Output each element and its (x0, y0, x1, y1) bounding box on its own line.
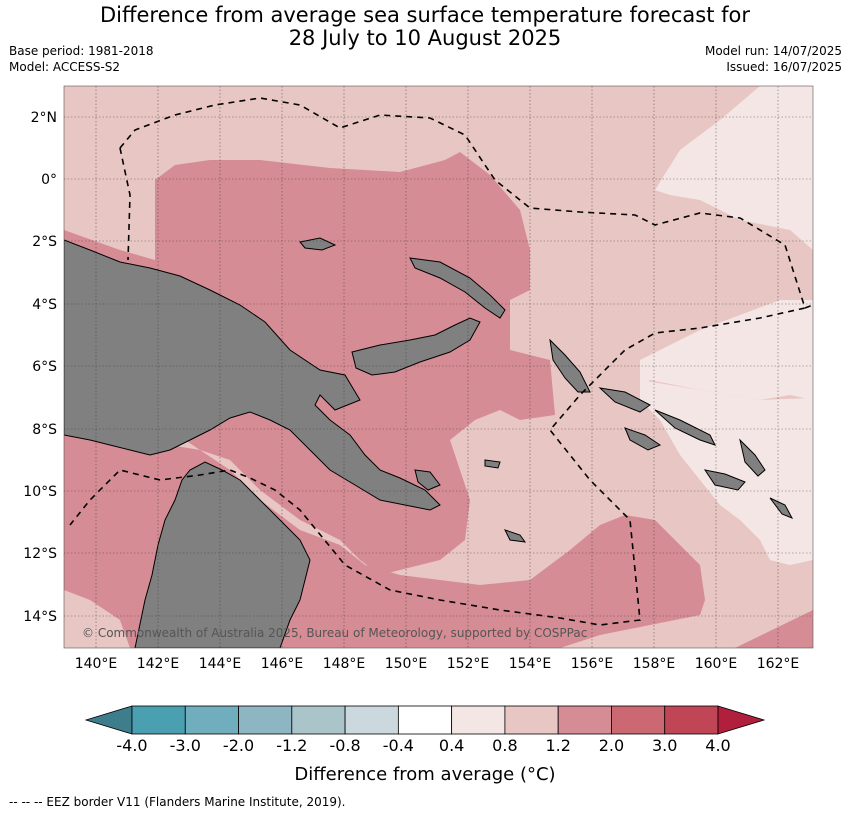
rossel-island (504, 529, 527, 543)
guadalcanal-island (703, 469, 746, 491)
colorbar-tick-label: 0.4 (439, 736, 464, 755)
colorbar-tick-label: 0.8 (492, 736, 517, 755)
copyright-text: © Commonwealth of Australia 2025, Bureau… (82, 626, 587, 640)
woodlark-island (484, 459, 501, 469)
colorbar-tick-label: -3.0 (170, 736, 201, 755)
title-line-2: 28 July to 10 August 2025 (288, 26, 562, 50)
colorbar (84, 705, 766, 735)
colorbar-segment (238, 705, 293, 735)
lon-label: 156°E (571, 656, 614, 672)
colorbar-tick-label: -2.0 (223, 736, 254, 755)
colorbar-tick-label: -4.0 (116, 736, 147, 755)
colorbar-segment (184, 705, 239, 735)
colorbar-segment (611, 705, 666, 735)
meta-left: Base period: 1981-2018 Model: ACCESS-S2 (9, 43, 154, 75)
manus-island (299, 237, 337, 251)
eez-border-png (69, 97, 807, 626)
lon-axis: 140°E 142°E 144°E 146°E 148°E 150°E 152°… (75, 656, 800, 672)
lon-label: 140°E (75, 656, 118, 672)
model-run: Model run: 14/07/2025 (704, 44, 842, 58)
colorbar-tick-label: -0.4 (383, 736, 414, 755)
lat-label: 14°S (23, 609, 57, 625)
meta-right: Model run: 14/07/2025 Issued: 16/07/2025 (705, 43, 842, 75)
issued-date: Issued: 16/07/2025 (726, 60, 842, 74)
colorbar-extend-high (717, 705, 766, 735)
lon-label: 150°E (385, 656, 428, 672)
colorbar-segment (664, 705, 719, 735)
colorbar-segment (344, 705, 399, 735)
map-frame: © Commonwealth of Australia 2025, Bureau… (64, 86, 813, 648)
lat-label: 8°S (32, 422, 57, 438)
colorbar-tick-label: 3.0 (652, 736, 677, 755)
lon-label: 154°E (509, 656, 552, 672)
base-period: Base period: 1981-2018 (9, 44, 154, 58)
colorbar-segment (397, 705, 453, 735)
lon-label: 152°E (447, 656, 490, 672)
makira-island (769, 497, 794, 519)
eez-legend: -- -- -- EEZ border V11 (Flanders Marine… (9, 795, 346, 809)
title-line-1: Difference from average sea surface temp… (100, 3, 750, 27)
choiseul-island (598, 387, 651, 413)
graticule (64, 86, 813, 648)
colorbar-tick-label: 2.0 (599, 736, 624, 755)
lat-label: 0° (41, 172, 57, 188)
new-britain-island (351, 317, 481, 376)
lon-label: 162°E (757, 656, 800, 672)
colorbar-labels: -4.0 -3.0 -2.0 -1.2 -0.8 -0.4 0.4 0.8 1.2 2.0 3.0 4… (116, 736, 730, 755)
model-name: Model: ACCESS-S2 (9, 60, 121, 74)
colorbar-tick-label: 1.2 (545, 736, 570, 755)
lat-label: 2°S (32, 234, 57, 250)
colorbar-tick-label: -0.8 (329, 736, 360, 755)
eez-border-west (119, 147, 131, 261)
new-ireland-island (409, 257, 506, 319)
lon-label: 148°E (323, 656, 366, 672)
colorbar-extend-low (84, 705, 133, 735)
lon-label: 144°E (199, 656, 242, 672)
malaita-island (739, 438, 766, 477)
dentrecasteaux-islands (414, 469, 441, 491)
lat-label: 12°S (23, 546, 57, 562)
lon-label: 142°E (137, 656, 180, 672)
map-border (63, 85, 814, 649)
santa-isabel-island (654, 409, 716, 446)
lat-label: 2°N (31, 110, 57, 126)
lat-label: 4°S (32, 297, 57, 313)
lat-label: 6°S (32, 359, 57, 375)
eez-border-east (804, 304, 813, 309)
colorbar-title: Difference from average (°C) (294, 764, 555, 785)
lat-label: 10°S (23, 484, 57, 500)
lon-label: 146°E (261, 656, 304, 672)
chart-title: Difference from average sea surface temp… (0, 4, 850, 50)
lon-label: 160°E (695, 656, 738, 672)
colorbar-tick-label: -1.2 (276, 736, 307, 755)
colorbar-segment (451, 705, 506, 735)
colorbar-segment (131, 705, 186, 735)
lon-label: 158°E (633, 656, 676, 672)
colorbar-segment (557, 705, 612, 735)
anomaly-region-0.4-0.8-north (640, 86, 813, 400)
colorbar-segment (504, 705, 559, 735)
colorbar-segment (291, 705, 346, 735)
anomaly-region-1.2-2.0-southeast (735, 610, 813, 648)
lat-axis: 2°N 0° 2°S 4°S 6°S 8°S 10°S 12°S 14°S (23, 110, 57, 625)
colorbar-tick-label: 4.0 (705, 736, 730, 755)
